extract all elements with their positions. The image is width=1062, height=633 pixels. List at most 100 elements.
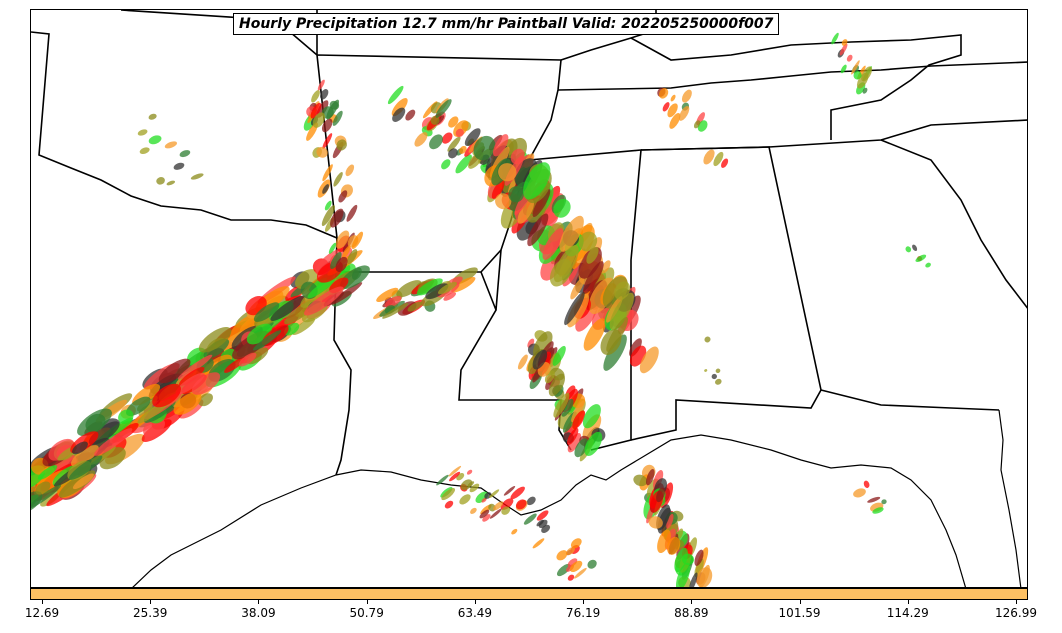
paintball-blob [336, 139, 347, 151]
paintball-blob [574, 438, 589, 458]
paintball-blob [503, 485, 516, 496]
paintball-blob [152, 383, 181, 408]
paintball-blob [436, 474, 449, 486]
border-mississippi [495, 149, 642, 451]
paintball-blob [675, 562, 691, 587]
border-tn-ky [557, 61, 1027, 91]
paintball-blob [156, 177, 165, 185]
paintball-blob [553, 198, 571, 218]
paintball-blob [566, 547, 575, 556]
paintball-blob [662, 102, 670, 112]
paintball-blob [526, 496, 536, 506]
paintball-blob [711, 373, 717, 380]
paintball-blob [441, 488, 456, 501]
paintball-blob [676, 528, 684, 540]
paintball-blob [704, 369, 708, 372]
paintball-blob [270, 295, 306, 321]
paintball-blob [238, 352, 257, 367]
paintball-blob [414, 132, 428, 147]
paintball-blob [384, 295, 402, 308]
paintball-blob [330, 208, 344, 228]
paintball-blob [606, 296, 623, 323]
paintball-blob [867, 496, 881, 503]
paintball-blob [68, 455, 103, 480]
paintball-blob [158, 358, 191, 384]
paintball-blob [387, 85, 404, 105]
border-georgia [820, 139, 1027, 411]
paintball-blob [831, 32, 839, 45]
paintball-blob [341, 245, 351, 259]
paintball-blob [492, 134, 509, 157]
paintball-blob [517, 354, 528, 370]
paintball-blob [464, 128, 481, 146]
paintball-blob [578, 231, 598, 252]
paintball-blob [571, 400, 585, 423]
paintball-blob [586, 246, 599, 264]
paintball-blob [246, 323, 272, 345]
paintball-blob [538, 519, 548, 529]
paintball-blob [429, 134, 443, 150]
paintball-blob [846, 54, 853, 62]
paintball-blob [328, 242, 337, 254]
paintball-blob [148, 135, 162, 145]
paintball-blob [198, 393, 213, 407]
border-kentucky-north [630, 34, 962, 140]
paintball-blob [517, 199, 535, 224]
paintball-blob [460, 479, 473, 491]
paintball-blob [459, 145, 467, 154]
paintball-blob [674, 547, 688, 573]
paintball-blob [584, 431, 603, 456]
colorbar-tick-mark [583, 600, 585, 604]
paintball-blob [601, 260, 611, 274]
colorbar-tick-mark [474, 600, 476, 604]
paintball-blob [721, 158, 729, 168]
paintball-blob [482, 514, 491, 522]
paintball-blob [459, 494, 471, 505]
paintball-blob [324, 200, 332, 211]
paintball-blob [321, 118, 333, 133]
paintball-blob [905, 246, 912, 253]
colorbar-tick-mark [691, 600, 693, 604]
map-title: Hourly Precipitation 12.7 mm/hr Paintbal… [233, 13, 780, 35]
paintball-blob [851, 60, 860, 75]
paintball-blob [527, 213, 549, 247]
colorbar-tick-label: 38.09 [241, 606, 276, 620]
paintball-blob [574, 567, 587, 579]
paintball-blob [567, 574, 575, 581]
paintball-blob [498, 163, 517, 182]
paintball-blob [190, 173, 204, 180]
paintball-blob [606, 316, 628, 352]
paintball-blob [703, 149, 715, 165]
paintball-blob [138, 405, 153, 417]
paintball-blob [448, 465, 462, 477]
paintball-blob [629, 338, 642, 357]
paintball-blob [669, 112, 681, 129]
paintball-blob [715, 378, 722, 385]
paintball-blob [31, 491, 43, 514]
paintball-blob [583, 318, 606, 351]
colorbar-tick-mark [907, 600, 909, 604]
paintball-blob [603, 334, 627, 371]
paintball-blob [500, 498, 514, 510]
paintball-blob [329, 100, 340, 110]
paintball-blob [527, 338, 535, 348]
paintball-blob [291, 317, 316, 335]
border-tx-ok [31, 31, 338, 239]
paintball-blob [515, 499, 527, 510]
paintball-blob [639, 346, 659, 374]
paintball-blob [572, 410, 586, 430]
paintball-blob [881, 499, 887, 505]
paintball-blob [666, 536, 681, 555]
paintball-blob [455, 154, 472, 174]
paintball-blob [567, 558, 578, 568]
paintball-blob [35, 481, 51, 495]
paintball-blob [437, 281, 458, 295]
paintball-blob [441, 132, 453, 144]
paintball-blob [839, 43, 848, 56]
paintball-blob [311, 90, 320, 103]
paintball-blob [572, 248, 586, 270]
paintball-blob [447, 136, 461, 152]
paintball-blob [72, 441, 88, 455]
paintball-blob [556, 563, 571, 577]
paintball-blob [609, 292, 634, 330]
